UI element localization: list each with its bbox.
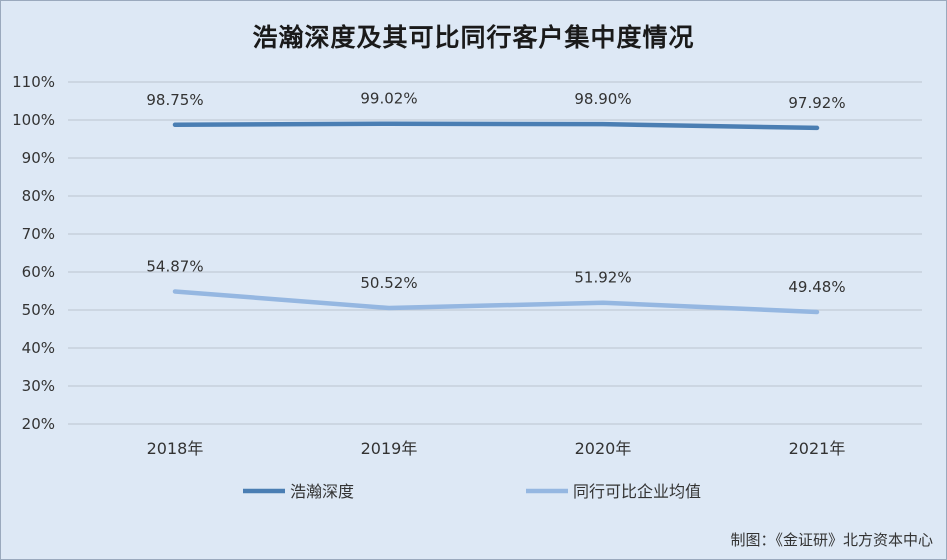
- data-label: 49.48%: [788, 278, 845, 296]
- y-tick-label: 80%: [22, 187, 55, 205]
- y-tick-label: 110%: [12, 73, 55, 91]
- data-label: 50.52%: [360, 274, 417, 292]
- data-label: 97.92%: [788, 94, 845, 112]
- series-line-1: [172, 289, 820, 315]
- y-tick-label: 60%: [22, 263, 55, 281]
- data-label: 54.87%: [146, 257, 203, 275]
- data-labels: 98.75% 99.02% 98.90% 97.92% 54.87% 50.52% 51.9…: [146, 90, 845, 296]
- y-tick-label: 50%: [22, 301, 55, 319]
- y-tick-label: 20%: [22, 415, 55, 433]
- y-axis-ticks: 20% 30% 40% 50% 60% 70% 80% 90% 100% 110%: [12, 73, 55, 433]
- x-tick-label: 2020年: [575, 439, 632, 458]
- data-label: 51.92%: [574, 269, 631, 287]
- series-line-0: [172, 121, 820, 131]
- gridlines: [68, 81, 922, 425]
- series-lines: [172, 121, 820, 315]
- legend-label: 同行可比企业均值: [573, 482, 701, 501]
- y-tick-label: 30%: [22, 377, 55, 395]
- chart-credit: 制图：《金证研》北方资本中心: [730, 531, 933, 549]
- legend: 浩瀚深度 同行可比企业均值: [243, 482, 701, 501]
- x-tick-label: 2018年: [147, 439, 204, 458]
- y-tick-label: 90%: [22, 149, 55, 167]
- y-tick-label: 40%: [22, 339, 55, 357]
- data-label: 99.02%: [360, 90, 417, 108]
- data-label: 98.90%: [574, 90, 631, 108]
- x-tick-label: 2021年: [789, 439, 846, 458]
- y-tick-label: 100%: [12, 111, 55, 129]
- legend-label: 浩瀚深度: [290, 482, 354, 501]
- data-label: 98.75%: [146, 91, 203, 109]
- y-tick-label: 70%: [22, 225, 55, 243]
- chart-title: 浩瀚深度及其可比同行客户集中度情况: [252, 23, 695, 52]
- x-tick-label: 2019年: [361, 439, 418, 458]
- x-axis-ticks: 2018年 2019年 2020年 2021年: [147, 439, 846, 458]
